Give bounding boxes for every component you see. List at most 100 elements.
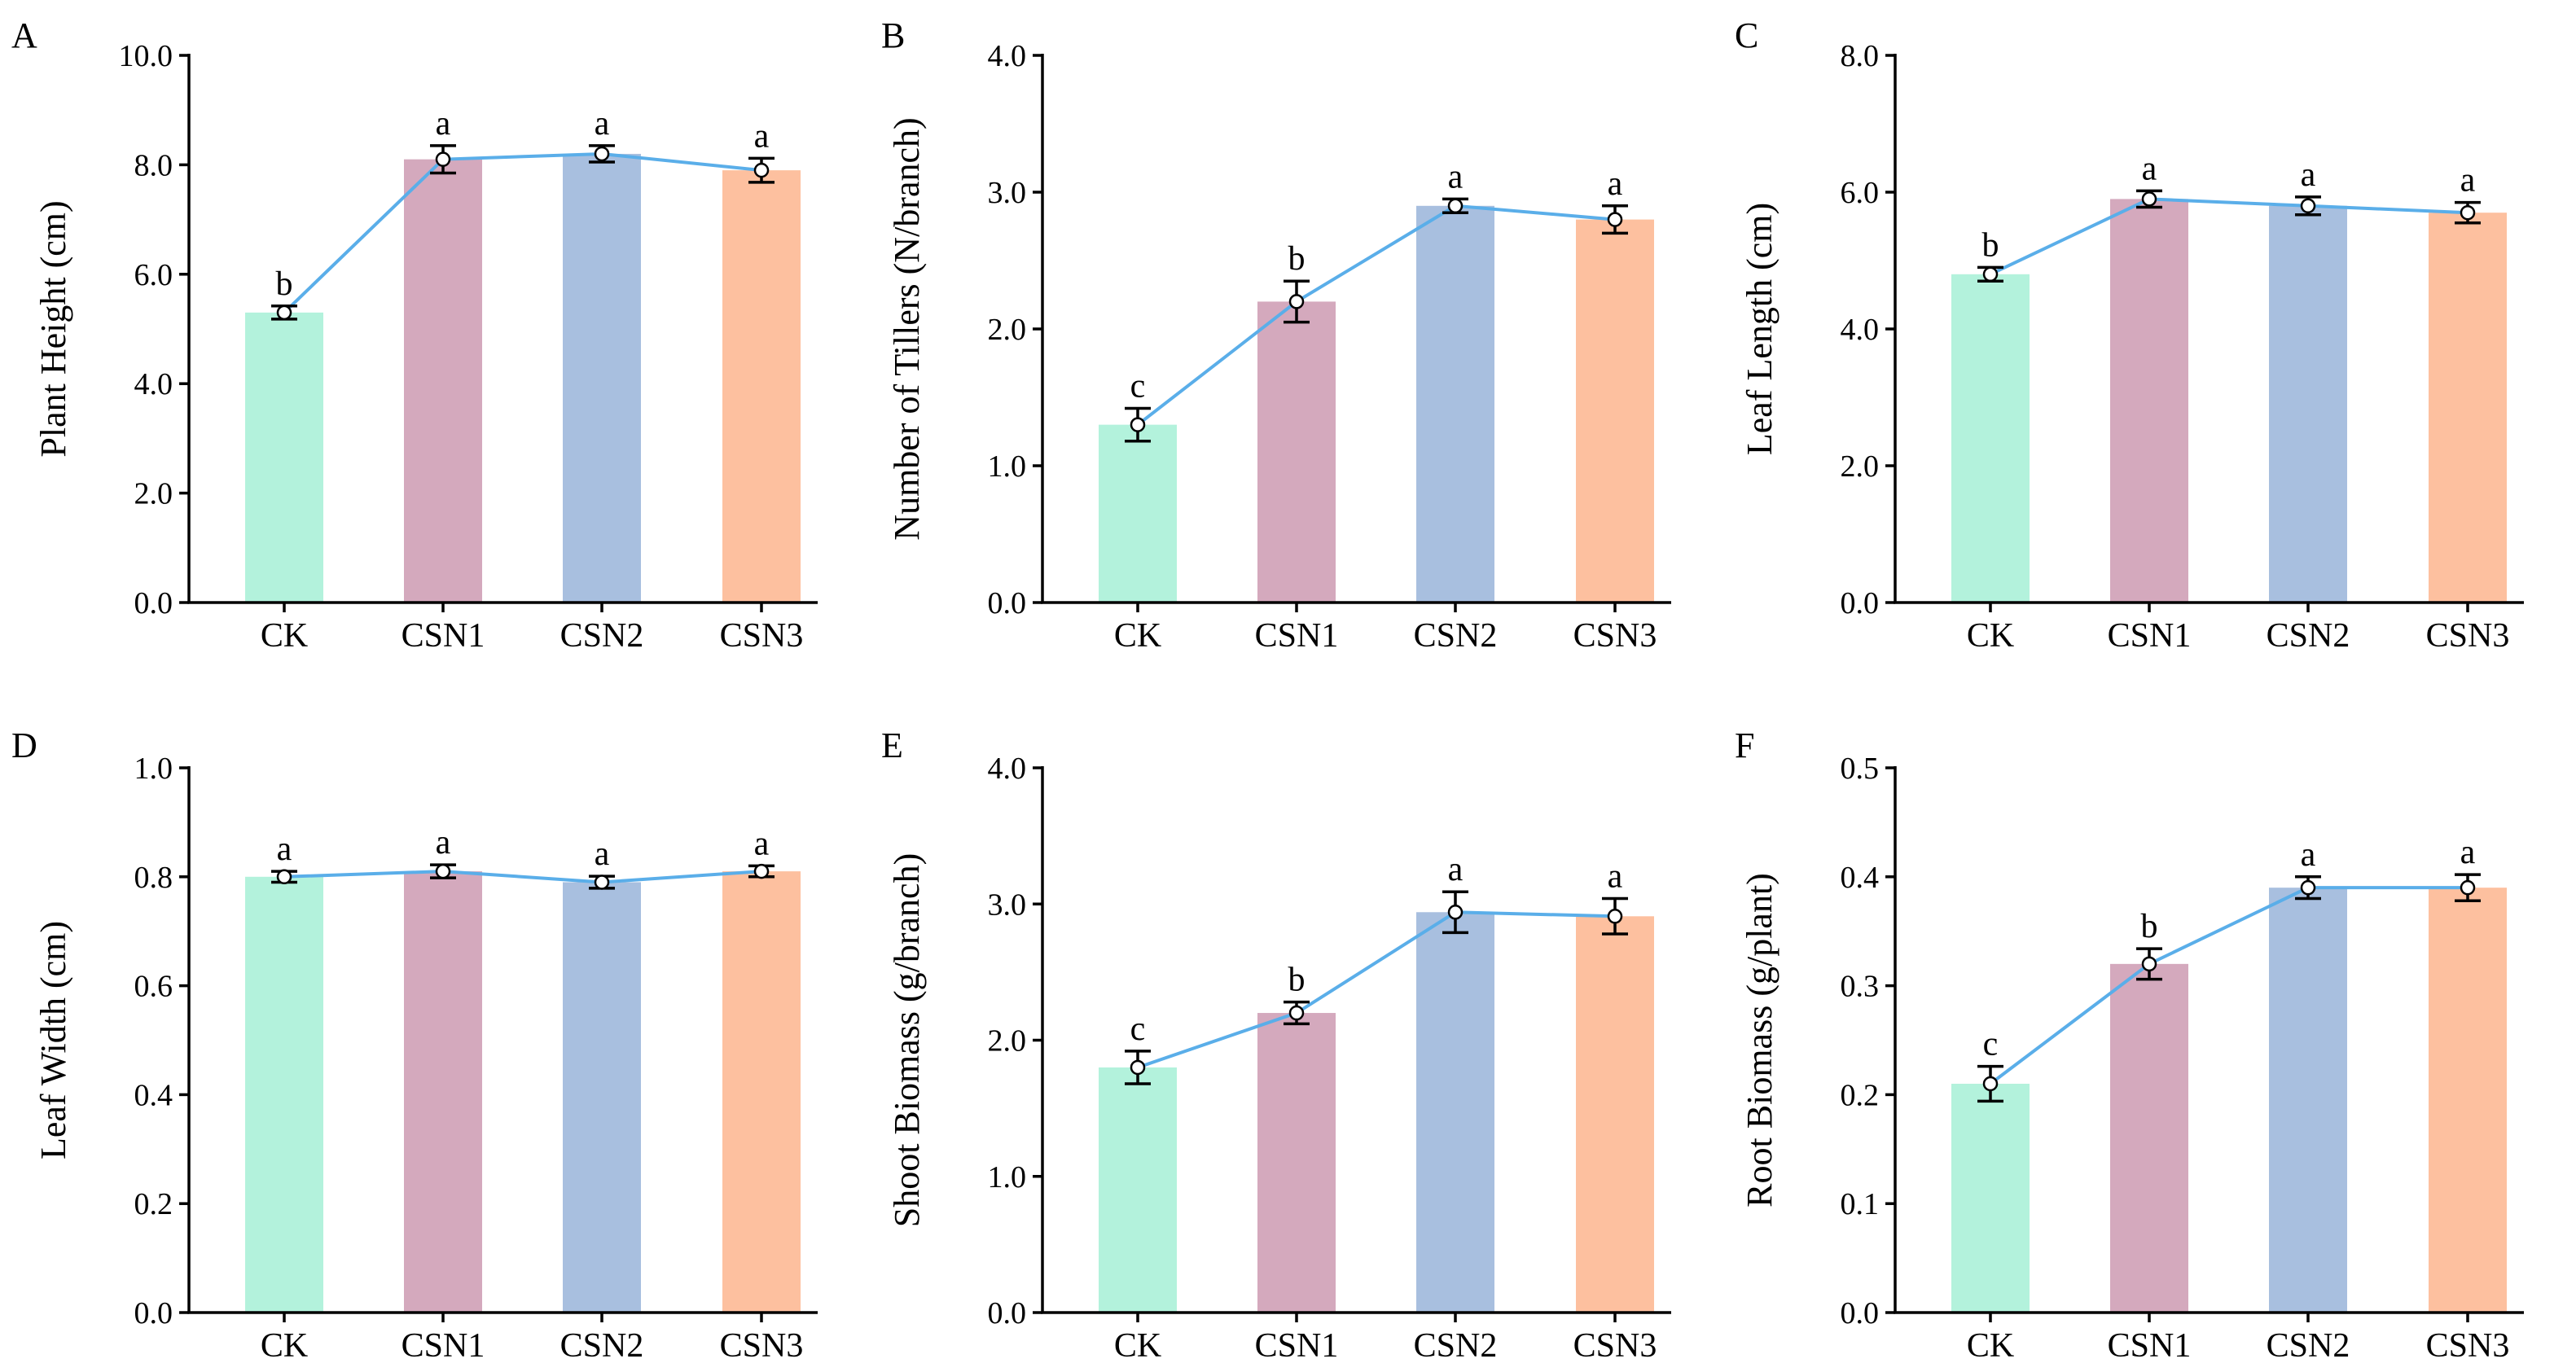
data-point-csn1 bbox=[2141, 191, 2157, 207]
bar-csn2 bbox=[2269, 888, 2347, 1313]
y-tick-label: 0.3 bbox=[1841, 970, 1880, 1004]
panel-letter: C bbox=[1735, 15, 1758, 55]
x-tick-label: CSN2 bbox=[560, 1327, 644, 1365]
y-tick-label: 2.0 bbox=[988, 313, 1027, 347]
data-point-csn1 bbox=[1288, 1005, 1305, 1021]
y-tick-label: 10.0 bbox=[119, 39, 173, 73]
data-point-csn1 bbox=[2141, 956, 2157, 972]
significance-label: a bbox=[595, 105, 610, 142]
significance-label: a bbox=[595, 835, 610, 873]
significance-label: c bbox=[1130, 367, 1146, 405]
bar-csn3 bbox=[722, 871, 801, 1313]
data-point-csn1 bbox=[435, 863, 451, 879]
x-tick-label: CSN3 bbox=[1573, 617, 1657, 655]
bar-ck bbox=[1951, 274, 2030, 603]
y-tick-label: 0.8 bbox=[134, 861, 173, 895]
panel-b: Bc b a a 0.0 1.0 2.0 3.0 4.0 CK CSN1 CSN2 CSN3 Number… bbox=[881, 15, 1671, 655]
panel-letter: F bbox=[1735, 725, 1754, 765]
y-axis-title: Plant Height (cm) bbox=[33, 200, 73, 457]
bar-csn1 bbox=[1257, 301, 1336, 603]
x-tick-label: CSN2 bbox=[1414, 1327, 1498, 1365]
data-point-ck bbox=[276, 305, 292, 321]
significance-label: a bbox=[2301, 836, 2316, 874]
y-tick-label: 1.0 bbox=[988, 1160, 1027, 1194]
trend-line bbox=[1989, 886, 2468, 1085]
data-point-csn3 bbox=[1607, 909, 1623, 924]
y-tick-label: 4.0 bbox=[988, 39, 1027, 73]
y-tick-label: 4.0 bbox=[988, 752, 1027, 786]
data-point-csn2 bbox=[594, 874, 610, 890]
panel-letter: D bbox=[11, 725, 37, 765]
x-tick-label: CSN2 bbox=[1414, 617, 1498, 655]
bar-ck bbox=[1099, 1067, 1177, 1313]
x-tick-label: CSN1 bbox=[2108, 617, 2192, 655]
bar-ck bbox=[1951, 1084, 2030, 1313]
significance-label: b bbox=[1288, 240, 1306, 278]
data-point-csn3 bbox=[1607, 212, 1623, 227]
significance-label: a bbox=[436, 824, 451, 861]
y-tick-label: 1.0 bbox=[134, 752, 173, 786]
significance-label: a bbox=[754, 117, 770, 155]
bar-csn2 bbox=[1416, 912, 1494, 1313]
bar-csn3 bbox=[2429, 213, 2507, 603]
x-tick-label: CSN3 bbox=[2426, 1327, 2510, 1365]
bar-ck bbox=[1099, 424, 1177, 603]
y-tick-label: 4.0 bbox=[1841, 313, 1880, 347]
y-tick-label: 8.0 bbox=[134, 148, 173, 182]
y-tick-label: 0.2 bbox=[1841, 1078, 1880, 1112]
x-tick-label: CSN2 bbox=[2267, 1327, 2350, 1365]
data-point-csn2 bbox=[2300, 198, 2316, 214]
y-tick-label: 2.0 bbox=[1841, 449, 1880, 484]
significance-label: b bbox=[1288, 962, 1306, 999]
significance-label: a bbox=[277, 831, 292, 868]
y-tick-label: 0.0 bbox=[1841, 1296, 1880, 1330]
panel-e: Ec b a a 0.0 1.0 2.0 3.0 4.0 CK CSN1 CSN2 CSN3 Shoot … bbox=[881, 725, 1671, 1365]
trend-line bbox=[283, 870, 762, 884]
bar-csn3 bbox=[722, 170, 801, 603]
data-point-ck bbox=[1130, 417, 1146, 432]
x-tick-label: CSN1 bbox=[2108, 1327, 2192, 1365]
bar-csn1 bbox=[404, 159, 482, 603]
y-tick-label: 0.0 bbox=[988, 586, 1027, 620]
bar-csn2 bbox=[563, 153, 641, 603]
x-tick-label: CSN2 bbox=[2267, 617, 2350, 655]
bar-csn1 bbox=[1257, 1013, 1336, 1313]
panel-letter: B bbox=[881, 15, 905, 55]
x-tick-label: CK bbox=[1114, 617, 1161, 655]
y-tick-label: 0.2 bbox=[134, 1187, 173, 1221]
data-point-csn3 bbox=[2460, 204, 2476, 221]
data-point-csn2 bbox=[1447, 198, 1464, 214]
y-tick-label: 0.4 bbox=[134, 1078, 173, 1112]
y-tick-label: 4.0 bbox=[134, 367, 173, 401]
y-tick-label: 8.0 bbox=[1841, 39, 1880, 73]
y-tick-label: 0.6 bbox=[134, 970, 173, 1004]
y-axis-title: Number of Tillers (N/branch) bbox=[887, 117, 927, 540]
x-tick-label: CSN1 bbox=[1255, 617, 1339, 655]
panel-letter: E bbox=[881, 725, 903, 765]
significance-label: a bbox=[2460, 162, 2476, 199]
x-tick-label: CK bbox=[1967, 617, 2014, 655]
significance-label: a bbox=[1608, 165, 1623, 203]
significance-label: a bbox=[1448, 851, 1464, 888]
x-tick-label: CK bbox=[1114, 1327, 1161, 1365]
y-tick-label: 6.0 bbox=[134, 258, 173, 292]
significance-label: a bbox=[1448, 158, 1464, 195]
y-axis-title: Leaf Width (cm) bbox=[33, 921, 73, 1159]
x-tick-label: CSN3 bbox=[720, 1327, 804, 1365]
y-tick-label: 3.0 bbox=[988, 888, 1027, 922]
y-tick-label: 1.0 bbox=[988, 449, 1027, 484]
significance-label: b bbox=[1982, 226, 1999, 264]
x-tick-label: CK bbox=[1967, 1327, 2014, 1365]
y-tick-label: 2.0 bbox=[988, 1024, 1027, 1059]
y-tick-label: 0.0 bbox=[134, 586, 173, 620]
y-tick-label: 0.0 bbox=[988, 1296, 1027, 1330]
y-tick-label: 0.5 bbox=[1841, 752, 1880, 786]
data-point-ck bbox=[1982, 266, 1999, 283]
trend-line bbox=[1136, 204, 1616, 427]
significance-label: a bbox=[1608, 858, 1623, 896]
bar-csn2 bbox=[563, 882, 641, 1313]
x-tick-label: CSN3 bbox=[1573, 1327, 1657, 1365]
data-point-ck bbox=[276, 869, 292, 885]
x-tick-label: CK bbox=[261, 617, 308, 655]
